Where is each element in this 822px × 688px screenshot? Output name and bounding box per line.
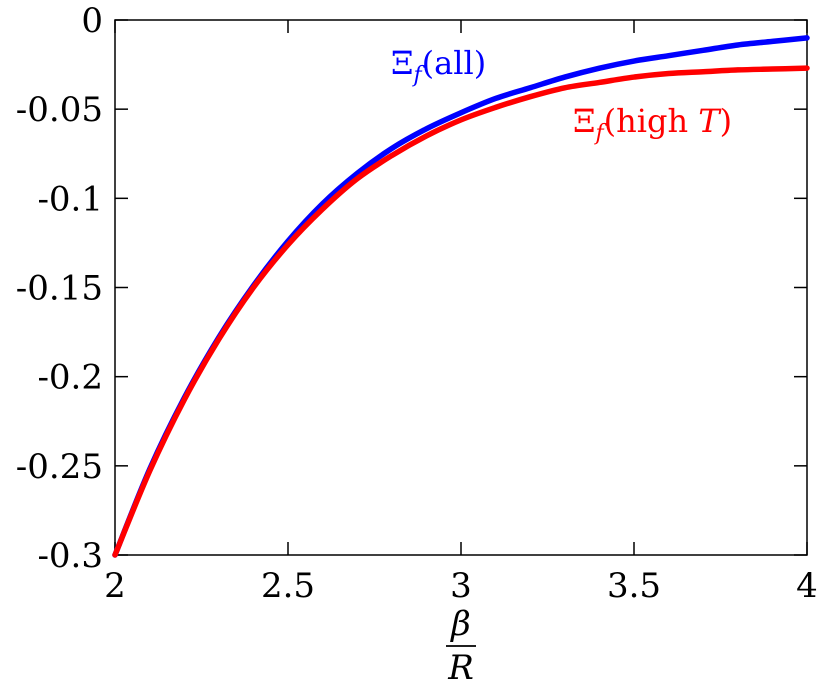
y-tick-label: 0 (81, 1, 103, 41)
y-tick-label: -0.05 (16, 90, 103, 130)
series-line-high-t (112, 65, 810, 558)
x-axis-label: β R (446, 604, 476, 688)
series-label-all-main: Ξ (391, 44, 414, 82)
x-tick-label: 3 (450, 566, 472, 606)
series-label-all-rest: (all) (422, 44, 487, 82)
axis-ticks (114, 19, 808, 556)
x-tick-labels: 2 2.5 3 3.5 4 (104, 566, 818, 606)
y-tick-label: -0.2 (37, 358, 103, 398)
series-label-high-t-close: ) (720, 102, 732, 140)
series-label-high-t-main: Ξ (573, 102, 596, 140)
y-tick-label: -0.15 (16, 269, 103, 309)
x-axis-label-numerator: β (449, 604, 471, 644)
x-tick-label: 3.5 (607, 566, 661, 606)
x-axis-label-denominator: R (447, 648, 474, 688)
series-label-all: Ξf(all) (391, 44, 486, 88)
series-label-high-t: Ξf(high T) (573, 102, 732, 146)
series-lines (112, 35, 810, 558)
x-tick-label: 4 (796, 566, 818, 606)
x-tick-label: 2.5 (261, 566, 315, 606)
y-tick-label: -0.1 (37, 179, 103, 219)
x-tick-label: 2 (104, 566, 126, 606)
series-label-high-t-rest: (high (604, 102, 699, 140)
y-tick-label: -0.25 (16, 447, 103, 487)
y-tick-label: -0.3 (37, 536, 103, 576)
y-tick-labels: 0 -0.05 -0.1 -0.15 -0.2 -0.25 -0.3 (16, 1, 103, 576)
series-label-high-t-var: T (698, 102, 722, 140)
plot-area (114, 19, 808, 556)
